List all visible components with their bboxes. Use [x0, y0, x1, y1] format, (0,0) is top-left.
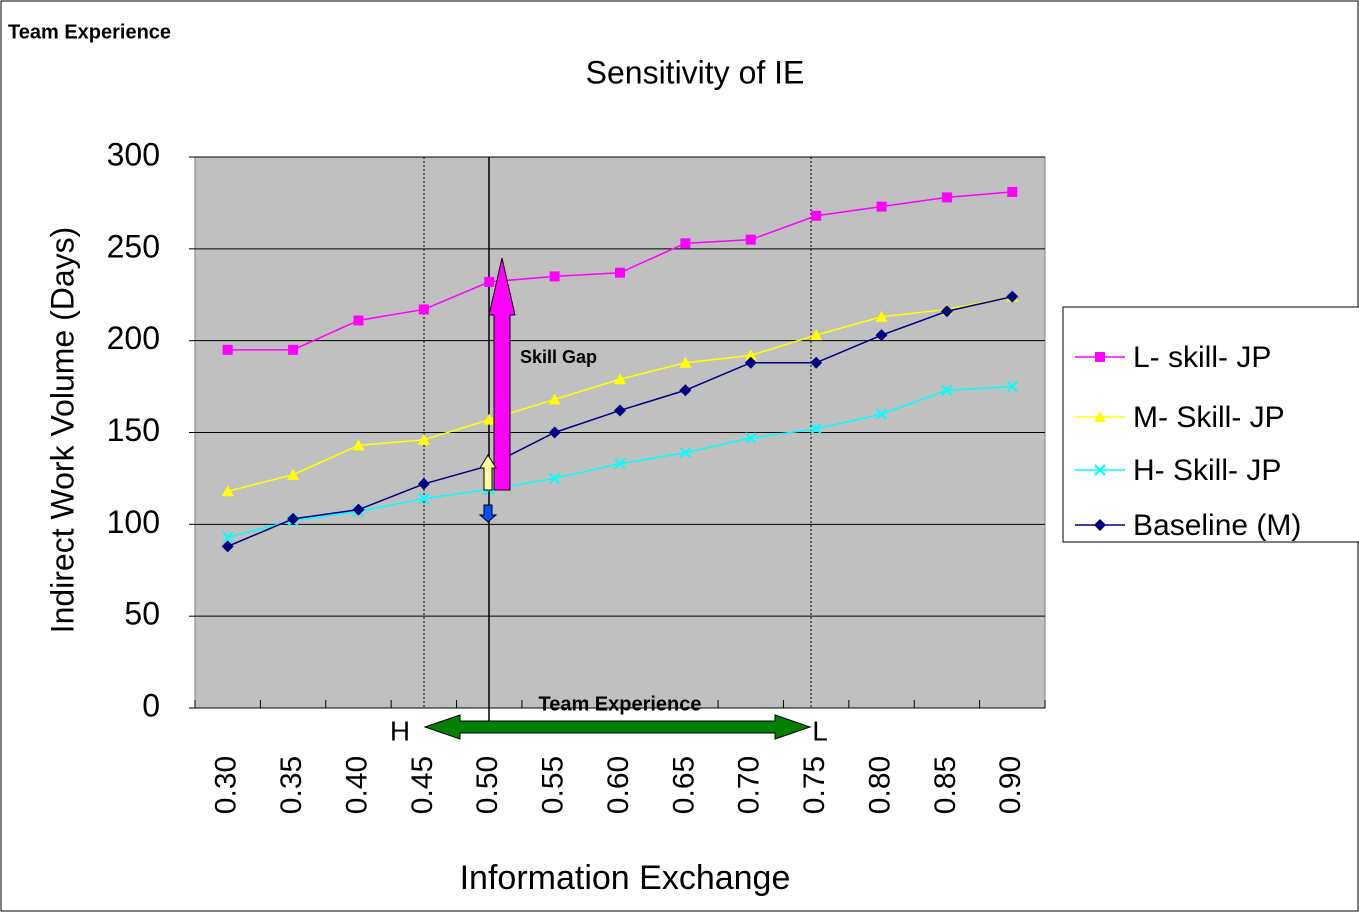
data-point: [287, 468, 300, 480]
x-tick-label: 0.30: [210, 756, 243, 814]
data-point: [679, 384, 692, 397]
data-point: [221, 540, 234, 553]
legend: [1062, 306, 1359, 543]
data-point: [811, 210, 822, 221]
data-point: [875, 329, 888, 342]
data-point: [810, 356, 823, 369]
data-point: [549, 271, 560, 282]
header: Team Experience: [8, 21, 171, 43]
x-tick-label: 0.70: [733, 756, 766, 814]
small-down-arrow: [478, 504, 498, 523]
chart-title: Sensitivity of IE: [586, 54, 805, 90]
annotation: Skill Gap: [520, 347, 597, 367]
skill-gap-arrow: [488, 257, 516, 491]
data-point: [614, 404, 626, 417]
data-point: [875, 408, 888, 420]
data-point: [679, 356, 692, 368]
data-point: [418, 304, 429, 315]
data-point: [287, 512, 300, 525]
data-point: [548, 426, 561, 439]
y-tick-label: 50: [124, 596, 160, 632]
data-point: [614, 458, 626, 470]
x-tick-label: 0.50: [471, 756, 504, 814]
y-tick-label: 0: [142, 687, 160, 723]
y-axis-label: Indirect Work Volume (Days): [44, 227, 80, 634]
data-point: [744, 356, 757, 369]
y-tick-label: 200: [107, 320, 160, 356]
annotation: Team Experience: [538, 693, 701, 715]
x-tick-label: 0.90: [994, 756, 1027, 814]
x-tick-label: 0.85: [929, 756, 962, 814]
data-point: [614, 373, 626, 385]
x-tick-label: 0.45: [406, 756, 439, 814]
data-point: [680, 238, 691, 249]
data-point: [288, 344, 299, 355]
data-point: [810, 423, 822, 435]
data-point: [221, 485, 234, 497]
y-tick-label: 150: [107, 412, 160, 448]
x-tick-label: 0.40: [340, 756, 373, 814]
data-point: [548, 393, 561, 405]
legend-label: M- Skill- JP: [1133, 401, 1285, 434]
data-point: [548, 472, 561, 485]
data-point: [875, 310, 888, 322]
data-point: [940, 305, 953, 318]
data-point: [1006, 290, 1019, 303]
legend-label: H- Skill- JP: [1133, 454, 1281, 487]
y-tick-label: 100: [107, 504, 160, 540]
data-point: [745, 432, 757, 444]
data-point: [941, 192, 952, 203]
data-point: [876, 201, 887, 212]
data-point: [483, 413, 496, 425]
team-experience-arrow: [423, 714, 812, 740]
legend-marker: [1095, 352, 1105, 362]
legend-marker: [1094, 464, 1106, 476]
data-point: [222, 344, 233, 355]
data-point: [352, 439, 365, 451]
data-point: [353, 315, 364, 326]
x-axis-label: Information Exchange: [460, 859, 791, 897]
x-tick-label: 0.60: [602, 756, 635, 814]
data-point: [679, 446, 692, 459]
data-point: [745, 234, 756, 245]
data-point: [1006, 380, 1019, 393]
data-point: [1007, 186, 1018, 197]
x-tick-label: 0.65: [667, 756, 700, 814]
y-tick-label: 250: [107, 228, 160, 264]
legend-label: Baseline (M): [1133, 509, 1301, 542]
data-point: [810, 329, 823, 341]
data-point: [744, 349, 757, 361]
y-tick-label: 300: [107, 136, 160, 172]
data-point: [417, 477, 430, 490]
x-tick-label: 0.35: [275, 756, 308, 814]
data-point: [352, 503, 365, 516]
legend-marker: [1094, 519, 1106, 531]
data-point: [484, 276, 495, 287]
legend-label: L- skill- JP: [1133, 341, 1271, 374]
data-point: [417, 433, 430, 445]
x-tick-label: 0.55: [537, 756, 570, 814]
legend-marker: [1094, 411, 1106, 422]
small-up-arrow: [479, 454, 497, 491]
annotation: L: [812, 715, 828, 746]
data-point: [418, 492, 430, 505]
data-point: [941, 384, 953, 396]
data-point: [221, 531, 234, 543]
x-tick-label: 0.80: [863, 756, 896, 814]
annotation: H: [390, 715, 410, 746]
data-point: [615, 267, 625, 278]
x-tick-label: 0.75: [798, 756, 831, 814]
